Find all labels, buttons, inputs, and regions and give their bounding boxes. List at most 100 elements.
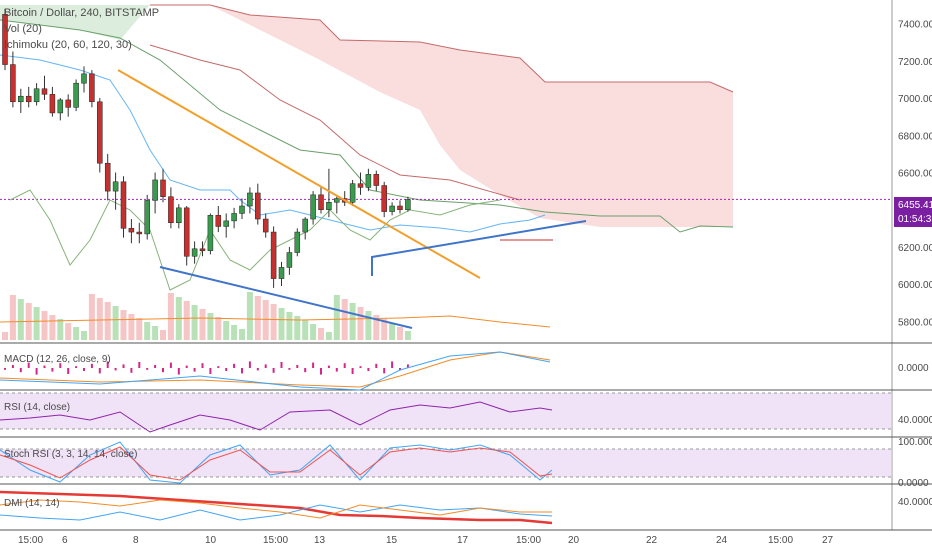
pane-rsi-tick: 40.0000 bbox=[898, 415, 932, 426]
ichimoku-span-b bbox=[0, 19, 734, 233]
volume-bar bbox=[270, 304, 277, 340]
candle-bear bbox=[199, 248, 206, 251]
candle-bear bbox=[270, 231, 277, 279]
volume-bar bbox=[65, 323, 72, 340]
volume-bar bbox=[73, 327, 80, 340]
price-tick-label: 6200.00 bbox=[898, 243, 932, 254]
stoch-d-line bbox=[0, 446, 553, 481]
candle-bull bbox=[144, 200, 150, 235]
indicator-vol-label: Vol (20) bbox=[4, 23, 42, 35]
ichimoku-cloud-bullish bbox=[0, 5, 150, 40]
volume-bar bbox=[333, 295, 340, 340]
volume-bar bbox=[262, 300, 269, 340]
candle-bull bbox=[112, 181, 119, 192]
candle-bear bbox=[2, 14, 8, 65]
pane-macd-label: MACD (12, 26, close, 9) bbox=[4, 354, 111, 365]
candle-bear bbox=[10, 64, 16, 103]
candle-bear bbox=[262, 218, 269, 233]
volume-bar bbox=[183, 301, 190, 340]
candle-bull bbox=[247, 192, 253, 207]
candle-bear bbox=[49, 94, 56, 114]
volume-bar bbox=[207, 313, 214, 340]
candle-bull bbox=[310, 194, 316, 220]
volume-bar bbox=[112, 306, 119, 340]
ichimoku-cloud-bearish bbox=[150, 5, 733, 227]
volume-bar bbox=[389, 323, 396, 340]
candle-bear bbox=[120, 181, 127, 229]
price-badge bbox=[894, 197, 932, 227]
candle-bear bbox=[25, 95, 32, 103]
trendline-support bbox=[159, 266, 413, 329]
volume-bar bbox=[231, 325, 238, 340]
volume-bar bbox=[357, 307, 364, 340]
pane-stoch-label: Stoch RSI (3, 3, 14, 14, close) bbox=[4, 449, 137, 460]
ichimoku-lagging-span bbox=[9, 189, 501, 291]
volume-bar bbox=[397, 327, 403, 340]
time-tick-label: 20 bbox=[568, 535, 580, 546]
candle-bull bbox=[176, 207, 182, 224]
stoch-band bbox=[0, 449, 892, 477]
volume-bar bbox=[278, 308, 285, 340]
rsi-line bbox=[0, 401, 553, 433]
time-tick-label: 17 bbox=[457, 535, 469, 546]
candle-bear bbox=[255, 192, 261, 220]
volume-bar bbox=[199, 309, 206, 340]
volume-bar bbox=[144, 322, 151, 340]
volume-bar bbox=[2, 332, 8, 340]
time-tick-label: 10 bbox=[205, 535, 217, 546]
time-tick-label: 27 bbox=[822, 535, 834, 546]
candle-bear bbox=[318, 194, 324, 210]
price-tick-label: 6600.00 bbox=[898, 169, 932, 180]
volume-bar bbox=[160, 330, 166, 340]
candle-bull bbox=[302, 218, 308, 233]
volume-bar bbox=[215, 317, 222, 340]
candle-bear bbox=[183, 207, 190, 257]
pane-rsi-label: RSI (14, close) bbox=[4, 402, 70, 413]
volume-bar bbox=[152, 326, 159, 340]
candle-bull bbox=[152, 179, 158, 201]
candle-bull bbox=[231, 213, 237, 222]
volume-bar bbox=[302, 320, 309, 340]
volume-bar bbox=[104, 302, 111, 340]
volume-bar bbox=[286, 312, 293, 340]
dmi-minus-di-line bbox=[0, 499, 552, 519]
candle-bull bbox=[207, 215, 214, 251]
candle-bear bbox=[373, 174, 380, 186]
time-tick-label: 15:00 bbox=[516, 535, 541, 546]
candle-bull bbox=[286, 252, 293, 268]
symbol-title: Bitcoin / Dollar, 240, BITSTAMP bbox=[4, 7, 159, 19]
time-tick-label: 6 bbox=[62, 535, 68, 546]
candle-bull bbox=[239, 205, 245, 214]
volume-bar bbox=[167, 293, 174, 340]
volume-bar bbox=[349, 303, 356, 340]
price-tick-label: 7400.00 bbox=[898, 20, 932, 31]
time-tick-label: 15:00 bbox=[263, 535, 288, 546]
pane-macd-tick: 0.0000 bbox=[898, 363, 929, 374]
time-tick-label: 15:00 bbox=[768, 535, 793, 546]
volume-bar bbox=[96, 298, 103, 340]
price-tick-label: 6000.00 bbox=[898, 280, 932, 291]
volume-bar bbox=[365, 311, 372, 340]
candle-bull bbox=[326, 202, 332, 210]
volume-bar bbox=[81, 331, 87, 340]
candle-bull bbox=[278, 267, 285, 279]
price-badge-countdown: 01:54:33 bbox=[898, 214, 932, 225]
volume-bar bbox=[254, 296, 261, 340]
volume-bar bbox=[381, 319, 388, 340]
candle-bull bbox=[191, 248, 198, 257]
time-tick-label: 22 bbox=[646, 535, 658, 546]
volume-bar bbox=[120, 310, 127, 340]
price-tick-label: 7000.00 bbox=[898, 94, 932, 105]
candle-bull bbox=[365, 174, 372, 188]
volume-bar bbox=[223, 321, 230, 340]
pane-dmi-label: DMI (14, 14) bbox=[4, 498, 60, 509]
volume-bar bbox=[325, 332, 332, 340]
candle-bull bbox=[81, 73, 87, 84]
volume-bar bbox=[17, 299, 24, 340]
candle-bear bbox=[381, 185, 387, 212]
price-tick-label: 6800.00 bbox=[898, 131, 932, 142]
volume-bar bbox=[404, 331, 411, 340]
volume-bar bbox=[9, 295, 16, 340]
candle-bear bbox=[97, 101, 103, 164]
